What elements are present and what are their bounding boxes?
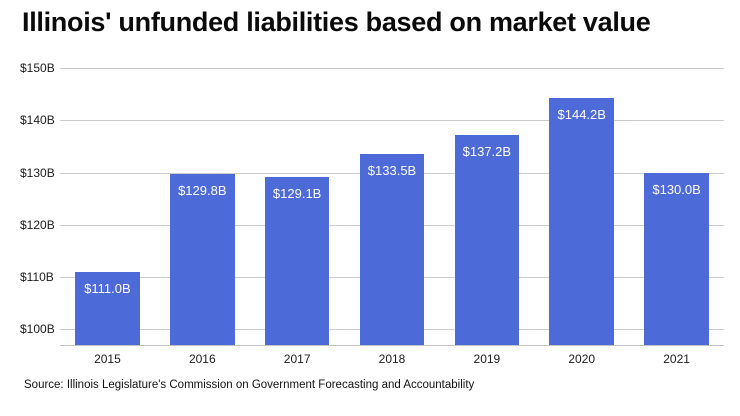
y-axis-tick-label: $130B	[20, 165, 55, 180]
x-axis-tick-label: 2019	[473, 352, 501, 366]
bar-value-label: $144.2B	[557, 107, 606, 123]
bar-value-label: $137.2B	[462, 143, 512, 159]
plot-area: $100B $110B $120B $130B $140B $150B $111.0B $12…	[20, 61, 724, 346]
bar-2021: $130.0B	[644, 172, 709, 345]
bar-cell: $129.1B	[250, 68, 345, 345]
x-axis-tick-label: 2016	[188, 352, 216, 366]
y-axis-tick-label: $120B	[20, 217, 55, 232]
gridline	[60, 120, 724, 122]
bar-cell: $144.2B	[534, 68, 629, 345]
source-note: Source: Illinois Legislature's Commissio…	[24, 379, 475, 391]
bar-value-label: $133.5B	[367, 163, 417, 179]
x-axis-tick-label: 2021	[663, 352, 690, 366]
bar-2020: $144.2B	[549, 98, 614, 345]
x-axis-labels: 2015 2016 2017 2018 2019 2020 2021	[60, 352, 724, 366]
bar-cell: $133.5B	[345, 68, 440, 345]
x-axis-tick-label: 2017	[283, 352, 311, 366]
x-axis-tick-label: 2020	[568, 352, 596, 366]
bar-2017: $129.1B	[264, 177, 330, 345]
bar-value-label: $129.1B	[272, 186, 322, 202]
bar-2016: $129.8B	[170, 173, 235, 345]
bar-cell: $130.0B	[629, 68, 724, 345]
y-axis-tick-label: $110B	[20, 270, 54, 285]
bar-cell: $129.8B	[155, 68, 250, 345]
chart-title: Illinois' unfunded liabilities based on …	[22, 7, 651, 37]
y-axis-tick-label: $150B	[20, 61, 55, 75]
bar-cell: $111.0B	[60, 68, 155, 345]
y-axis-tick-label: $140B	[20, 113, 55, 128]
x-axis-tick-label: 2018	[378, 352, 406, 366]
y-axis-tick-label: $100B	[20, 322, 55, 337]
gridline	[60, 68, 724, 69]
bar-2019: $137.2B	[454, 134, 520, 345]
bar-2018: $133.5B	[359, 154, 425, 345]
bar-value-label: $129.8B	[178, 182, 227, 198]
x-axis-tick-label: 2015	[94, 352, 121, 366]
bar-cell: $137.2B	[439, 68, 534, 345]
bars-layer: $111.0B $129.8B $129.1B $133.5B $137.2B $144.…	[60, 68, 724, 345]
bar-value-label: $130.0B	[652, 181, 701, 197]
bar-2015: $111.0B	[75, 271, 140, 345]
bar-value-label: $111.0B	[84, 280, 131, 296]
